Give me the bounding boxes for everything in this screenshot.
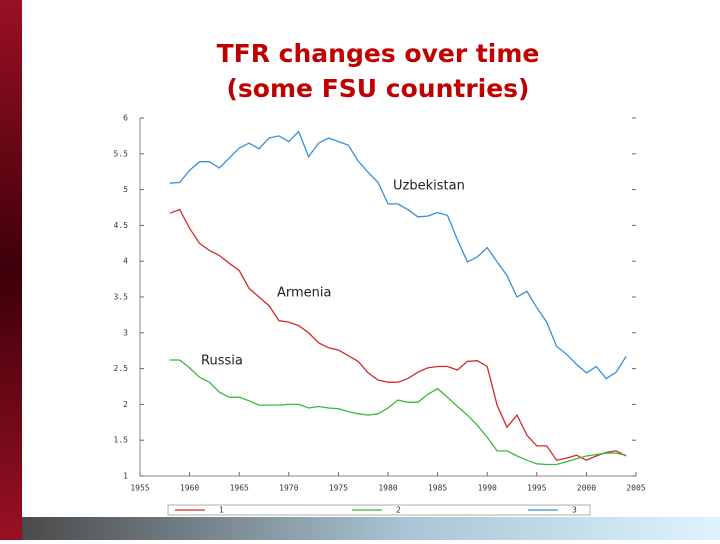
x-tick-label: 2005 xyxy=(626,484,645,493)
y-tick-label: 6 xyxy=(123,114,128,123)
x-tick-label: 1970 xyxy=(279,484,298,493)
legend-label: 3 xyxy=(572,506,577,515)
y-tick-label: 2 xyxy=(123,400,128,409)
x-tick-label: 1960 xyxy=(180,484,199,493)
y-tick-label: 1 xyxy=(123,472,128,481)
annotation: Russia xyxy=(201,354,243,369)
y-tick-label: 2.5 xyxy=(114,364,129,373)
x-tick-label: 1990 xyxy=(478,484,497,493)
y-tick-label: 1.5 xyxy=(114,436,129,445)
chart-title: (some FSU countries) xyxy=(227,74,530,103)
x-tick-label: 2000 xyxy=(577,484,596,493)
y-tick-label: 5 xyxy=(123,185,128,194)
x-tick-label: 1985 xyxy=(428,484,447,493)
x-tick-label: 1995 xyxy=(527,484,546,493)
x-tick-label: 1955 xyxy=(130,484,149,493)
x-tick-label: 1975 xyxy=(329,484,348,493)
x-tick-label: 1965 xyxy=(230,484,249,493)
y-tick-label: 4 xyxy=(123,257,128,266)
annotation: Uzbekistan xyxy=(393,179,465,194)
y-tick-label: 3.5 xyxy=(114,293,129,302)
series-line xyxy=(169,130,627,380)
bottom-bar xyxy=(22,517,720,540)
legend-label: 1 xyxy=(219,506,224,515)
series-line xyxy=(169,359,627,466)
y-tick-label: 3 xyxy=(123,328,128,337)
y-tick-label: 5.5 xyxy=(114,149,129,158)
side-bar xyxy=(0,0,22,540)
x-tick-label: 1980 xyxy=(378,484,397,493)
annotation: Armenia xyxy=(277,286,332,301)
chart-title: TFR changes over time xyxy=(217,39,540,68)
legend-label: 2 xyxy=(396,506,401,515)
series-line xyxy=(169,208,627,461)
y-tick-label: 4.5 xyxy=(114,221,129,230)
